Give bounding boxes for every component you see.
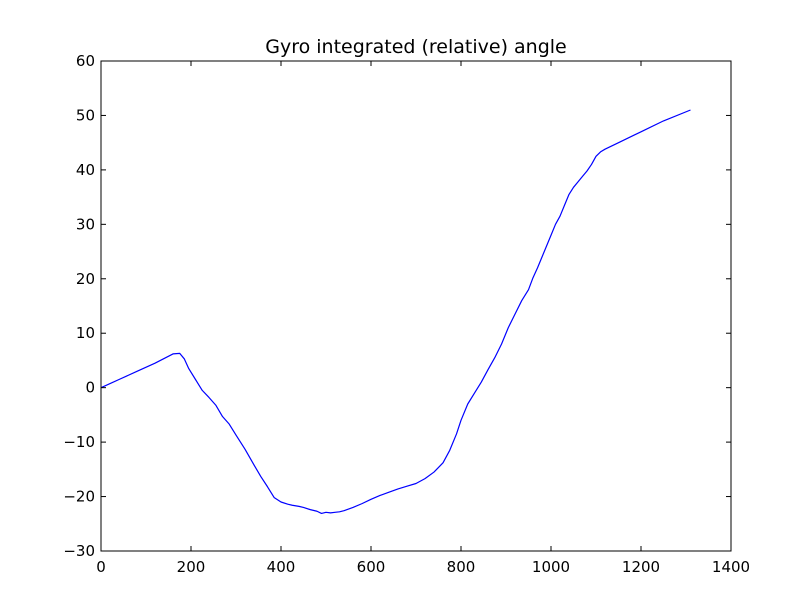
- x-tick-label: 600: [357, 558, 386, 576]
- y-tick-label: 0: [85, 379, 95, 397]
- x-tick-label: 1200: [622, 558, 660, 576]
- y-tick-label: 50: [76, 106, 95, 124]
- y-tick-label: 60: [76, 52, 95, 70]
- plot-layer: 0 200 400 600 800 1000 1200 1400 −30 −20 −10 0 10 20 3…: [63, 52, 750, 576]
- x-tick-label: 1400: [712, 558, 750, 576]
- x-tick-label: 200: [177, 558, 206, 576]
- y-tick-label: 40: [76, 161, 95, 179]
- y-tick-label: 30: [76, 215, 95, 233]
- y-tick-label: 20: [76, 270, 95, 288]
- y-tick-label: −10: [63, 433, 95, 451]
- series-line-0: [100, 109, 691, 515]
- x-tick-label: 800: [447, 558, 476, 576]
- x-tick-label: 400: [267, 558, 296, 576]
- x-tick-label: 0: [96, 558, 106, 576]
- chart-title: Gyro integrated (relative) angle: [265, 36, 567, 58]
- y-tick-label: −20: [63, 488, 95, 506]
- y-tick-label: −30: [63, 542, 95, 560]
- plot-frame: [100, 60, 732, 552]
- y-tick-label: 10: [76, 324, 95, 342]
- x-tick-label: 1000: [532, 558, 570, 576]
